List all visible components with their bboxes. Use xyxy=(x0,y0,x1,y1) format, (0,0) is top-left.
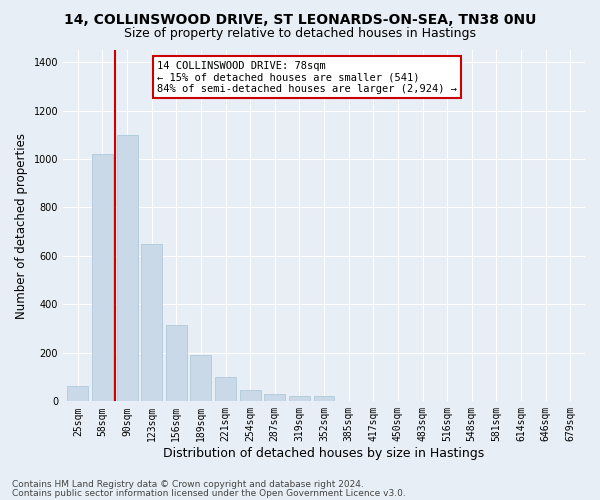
Bar xyxy=(314,396,334,402)
Text: 14, COLLINSWOOD DRIVE, ST LEONARDS-ON-SEA, TN38 0NU: 14, COLLINSWOOD DRIVE, ST LEONARDS-ON-SE… xyxy=(64,12,536,26)
Bar xyxy=(116,135,137,402)
Bar xyxy=(239,390,260,402)
Bar xyxy=(190,356,211,402)
Bar xyxy=(141,244,162,402)
Bar xyxy=(92,154,113,402)
Bar xyxy=(265,394,285,402)
Text: Contains HM Land Registry data © Crown copyright and database right 2024.: Contains HM Land Registry data © Crown c… xyxy=(12,480,364,489)
Bar xyxy=(215,377,236,402)
Text: Size of property relative to detached houses in Hastings: Size of property relative to detached ho… xyxy=(124,28,476,40)
Bar xyxy=(67,386,88,402)
Bar xyxy=(289,396,310,402)
Text: 14 COLLINSWOOD DRIVE: 78sqm
← 15% of detached houses are smaller (541)
84% of se: 14 COLLINSWOOD DRIVE: 78sqm ← 15% of det… xyxy=(157,60,457,94)
Text: Contains public sector information licensed under the Open Government Licence v3: Contains public sector information licen… xyxy=(12,488,406,498)
Y-axis label: Number of detached properties: Number of detached properties xyxy=(15,132,28,318)
Bar xyxy=(166,325,187,402)
X-axis label: Distribution of detached houses by size in Hastings: Distribution of detached houses by size … xyxy=(163,447,485,460)
